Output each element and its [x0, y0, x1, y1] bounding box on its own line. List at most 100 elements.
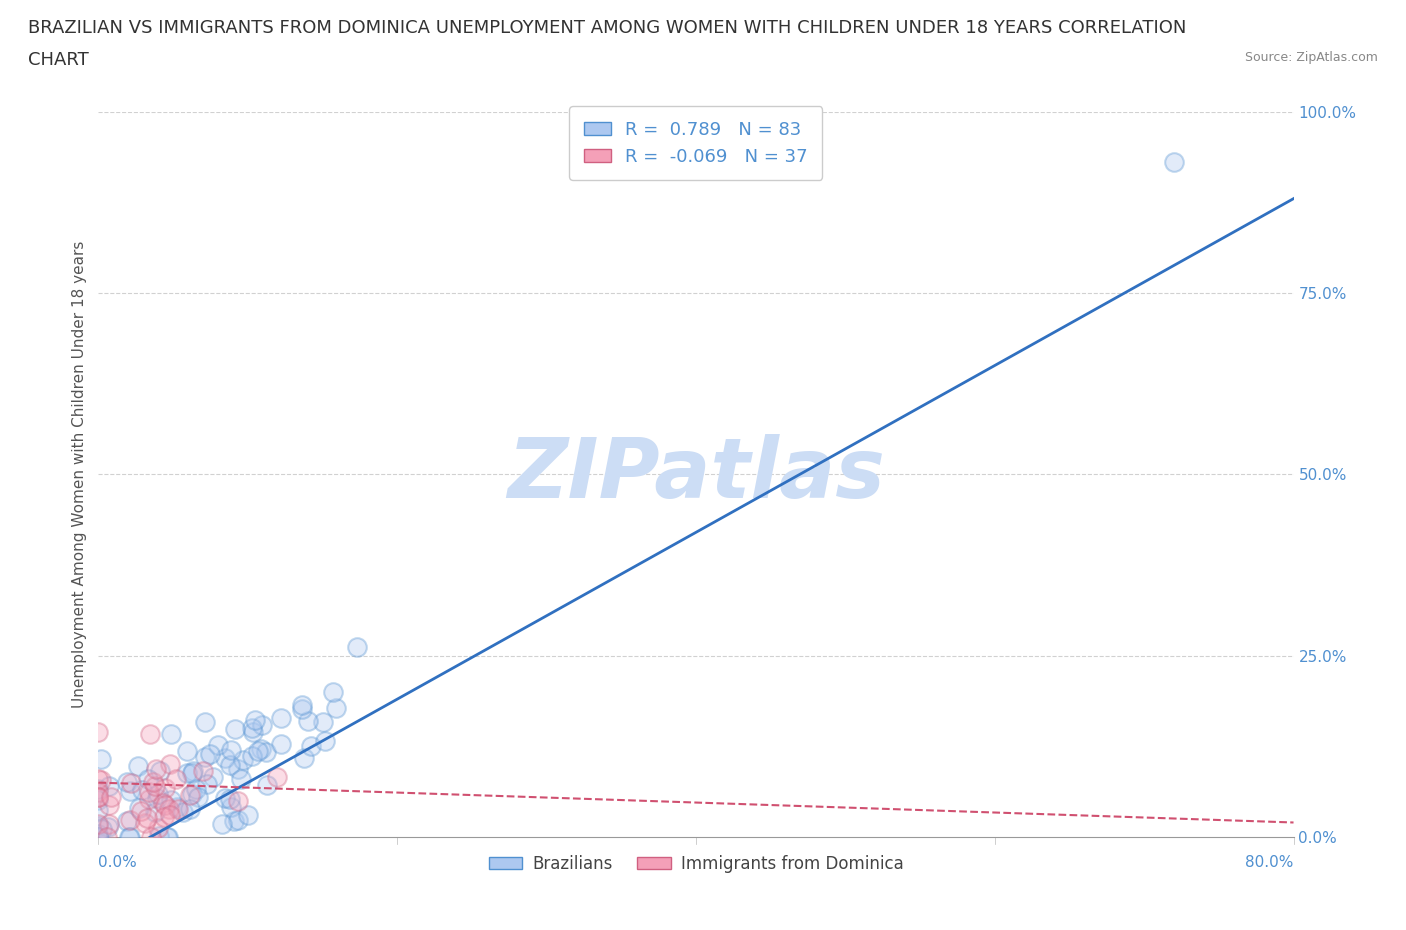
Point	[155, 780, 177, 795]
Point	[242, 725, 264, 740]
Point	[180, 787, 202, 802]
Point	[87, 785, 110, 800]
Point	[87, 830, 110, 844]
Point	[87, 826, 110, 841]
Point	[346, 640, 368, 655]
Point	[224, 814, 246, 829]
Point	[219, 757, 242, 772]
Point	[159, 808, 181, 823]
Point	[214, 751, 236, 765]
Point	[246, 744, 269, 759]
Point	[115, 775, 138, 790]
Point	[145, 805, 167, 820]
Point	[96, 830, 118, 844]
Point	[90, 773, 112, 788]
Point	[145, 761, 167, 776]
Point	[129, 804, 152, 818]
Point	[153, 809, 176, 824]
Text: 0.0%: 0.0%	[98, 856, 138, 870]
Point	[179, 788, 201, 803]
Point	[191, 764, 214, 778]
Point	[87, 830, 110, 844]
Point	[228, 813, 250, 828]
Point	[120, 776, 142, 790]
Point	[87, 724, 110, 739]
Point	[97, 798, 120, 813]
Point	[128, 801, 150, 816]
Point	[176, 743, 198, 758]
Point	[115, 813, 138, 828]
Point	[291, 701, 314, 716]
Point	[176, 766, 198, 781]
Point	[157, 830, 180, 844]
Point	[184, 782, 207, 797]
Point	[98, 778, 121, 793]
Point	[200, 747, 222, 762]
Point	[322, 684, 344, 699]
Point	[292, 751, 315, 766]
Point	[181, 764, 204, 778]
Point	[152, 795, 174, 810]
Text: BRAZILIAN VS IMMIGRANTS FROM DOMINICA UNEMPLOYMENT AMONG WOMEN WITH CHILDREN UND: BRAZILIAN VS IMMIGRANTS FROM DOMINICA UN…	[28, 19, 1187, 36]
Point	[146, 790, 169, 805]
Point	[291, 698, 314, 712]
Point	[186, 790, 208, 804]
Point	[142, 774, 165, 789]
Point	[270, 711, 292, 725]
Point	[87, 817, 110, 831]
Point	[250, 717, 273, 732]
Point	[256, 777, 278, 792]
Point	[314, 734, 336, 749]
Point	[299, 738, 322, 753]
Point	[149, 764, 172, 778]
Point	[236, 807, 259, 822]
Point	[254, 745, 277, 760]
Point	[87, 803, 110, 817]
Point	[194, 749, 217, 764]
Text: Source: ZipAtlas.com: Source: ZipAtlas.com	[1244, 51, 1378, 64]
Point	[160, 792, 183, 807]
Point	[118, 830, 141, 844]
Point	[98, 817, 121, 831]
Point	[138, 791, 160, 806]
Point	[120, 783, 142, 798]
Point	[148, 829, 170, 844]
Point	[219, 799, 242, 814]
Point	[195, 777, 218, 791]
Point	[159, 757, 181, 772]
Point	[87, 830, 110, 844]
Point	[166, 800, 188, 815]
Point	[325, 700, 347, 715]
Point	[120, 830, 142, 844]
Point	[240, 721, 263, 736]
Point	[87, 830, 110, 844]
Point	[266, 770, 288, 785]
Point	[155, 798, 177, 813]
Point	[139, 726, 162, 741]
Point	[214, 790, 236, 805]
Point	[312, 714, 335, 729]
Point	[135, 811, 157, 826]
Point	[226, 794, 249, 809]
Point	[87, 818, 110, 833]
Point	[120, 813, 142, 828]
Point	[219, 791, 242, 806]
Point	[160, 726, 183, 741]
Point	[232, 752, 254, 767]
Point	[134, 815, 156, 830]
Text: ZIPatlas: ZIPatlas	[508, 433, 884, 515]
Point	[146, 820, 169, 835]
Point	[156, 830, 179, 844]
Point	[131, 782, 153, 797]
Point	[194, 715, 217, 730]
Point	[97, 820, 120, 835]
Point	[245, 712, 267, 727]
Point	[224, 722, 246, 737]
Point	[240, 748, 263, 763]
Text: 80.0%: 80.0%	[1246, 856, 1294, 870]
Point	[159, 802, 181, 817]
Point	[146, 787, 169, 802]
Point	[228, 762, 250, 777]
Point	[207, 738, 229, 753]
Point	[202, 770, 225, 785]
